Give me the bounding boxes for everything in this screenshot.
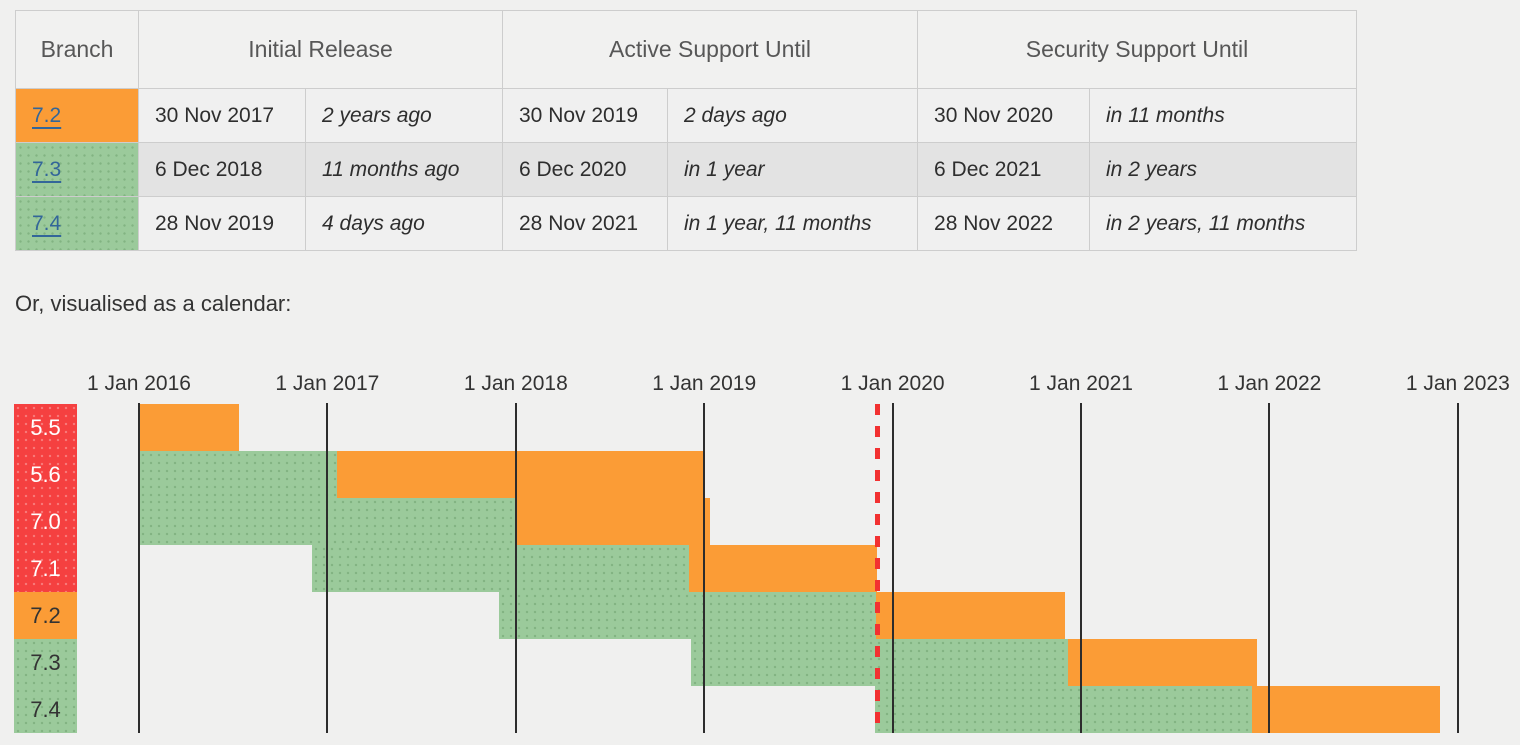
initial-release-date: 6 Dec 2018 bbox=[138, 142, 306, 197]
year-tick-label-2023: 1 Jan 2023 bbox=[1405, 372, 1510, 395]
security-support-relative: in 2 years bbox=[1089, 142, 1358, 197]
year-tick-label-2020: 1 Jan 2020 bbox=[840, 372, 945, 395]
column-header-security-support-until: Security Support Until bbox=[917, 10, 1358, 89]
table-row: 7.2 30 Nov 2017 2 years ago 30 Nov 2019 2 da… bbox=[15, 88, 1358, 143]
initial-release-date: 30 Nov 2017 bbox=[138, 88, 306, 143]
branch-cell: 7.3 bbox=[15, 142, 139, 197]
chart-bar-7.1-security bbox=[688, 545, 877, 592]
calendar-caption: Or, visualised as a calendar: bbox=[15, 291, 292, 316]
year-tick-label-2022: 1 Jan 2022 bbox=[1217, 372, 1322, 395]
chart-bar-7.2-security bbox=[876, 592, 1065, 639]
branch-label-block-orange bbox=[14, 592, 77, 639]
year-tick-label-2019: 1 Jan 2019 bbox=[652, 372, 757, 395]
initial-release-date: 28 Nov 2019 bbox=[138, 196, 306, 251]
active-support-relative: in 1 year, 11 months bbox=[666, 196, 919, 251]
branch-link[interactable]: 7.4 bbox=[32, 211, 62, 235]
year-tick-label-2016: 1 Jan 2016 bbox=[87, 372, 191, 395]
initial-release-relative: 4 days ago bbox=[305, 196, 503, 251]
year-tick-label-2021: 1 Jan 2021 bbox=[1029, 372, 1133, 395]
year-tick-label-2018: 1 Jan 2018 bbox=[463, 372, 568, 395]
initial-release-relative: 2 years ago bbox=[305, 88, 503, 143]
chart-branch-label-7.0: 7.0 bbox=[30, 509, 61, 534]
year-gridline-2019 bbox=[703, 403, 706, 733]
security-support-date: 6 Dec 2021 bbox=[917, 142, 1091, 197]
year-tick-label-2017: 1 Jan 2017 bbox=[275, 372, 380, 395]
active-support-date: 30 Nov 2019 bbox=[502, 88, 668, 143]
support-table: Branch Initial Release Active Support Un… bbox=[15, 10, 1358, 251]
branch-cell: 7.4 bbox=[15, 196, 139, 251]
chart-branch-label-5.5: 5.5 bbox=[30, 415, 61, 440]
security-support-relative: in 2 years, 11 months bbox=[1089, 196, 1358, 251]
chart-bar-7.1-active bbox=[311, 545, 689, 592]
year-gridline-2020 bbox=[891, 403, 894, 733]
support-table-header: Branch Initial Release Active Support Un… bbox=[15, 10, 1358, 89]
chart-branch-label-7.3: 7.3 bbox=[30, 650, 61, 675]
year-gridline-2017 bbox=[326, 403, 329, 733]
chart-bar-5.5-security bbox=[139, 404, 239, 451]
year-gridline-2018 bbox=[514, 403, 517, 733]
branch-link[interactable]: 7.3 bbox=[32, 157, 62, 181]
security-support-date: 30 Nov 2020 bbox=[917, 88, 1091, 143]
year-gridline-2023 bbox=[1456, 403, 1459, 733]
security-support-date: 28 Nov 2022 bbox=[917, 196, 1091, 251]
chart-bar-5.6-security bbox=[336, 451, 705, 498]
chart-branch-label-7.2: 7.2 bbox=[30, 603, 61, 628]
branch-link[interactable]: 7.2 bbox=[32, 103, 62, 127]
chart-branch-label-5.6: 5.6 bbox=[30, 462, 61, 487]
year-gridline-2022 bbox=[1268, 403, 1271, 733]
year-gridline-2016 bbox=[138, 403, 140, 733]
table-row: 7.4 28 Nov 2019 4 days ago 28 Nov 2021 in 1 … bbox=[15, 196, 1358, 251]
column-header-branch: Branch bbox=[15, 10, 139, 89]
active-support-date: 28 Nov 2021 bbox=[502, 196, 668, 251]
chart-bar-7.0-security bbox=[515, 498, 710, 545]
table-row: 7.3 6 Dec 2018 11 months ago 6 Dec 2020 in 1… bbox=[15, 142, 1358, 197]
chart-bar-7.4-security bbox=[1252, 686, 1441, 733]
branch-label-block-green bbox=[14, 639, 77, 733]
chart-bar-5.6-active bbox=[139, 451, 337, 498]
year-gridline-2021 bbox=[1080, 403, 1082, 733]
chart-bar-7.3-security bbox=[1068, 639, 1257, 686]
active-support-relative: in 1 year bbox=[666, 142, 919, 197]
chart-branch-label-7.1: 7.1 bbox=[30, 556, 61, 581]
today-marker-line bbox=[875, 404, 880, 733]
active-support-relative: 2 days ago bbox=[666, 88, 919, 143]
branch-label-block-red bbox=[14, 404, 77, 592]
security-support-relative: in 11 months bbox=[1089, 88, 1358, 143]
chart-bar-7.2-active bbox=[499, 592, 877, 639]
column-header-initial-release: Initial Release bbox=[138, 10, 503, 89]
chart-branch-label-7.4: 7.4 bbox=[30, 697, 61, 722]
chart-bar-7.4-active bbox=[875, 686, 1253, 733]
